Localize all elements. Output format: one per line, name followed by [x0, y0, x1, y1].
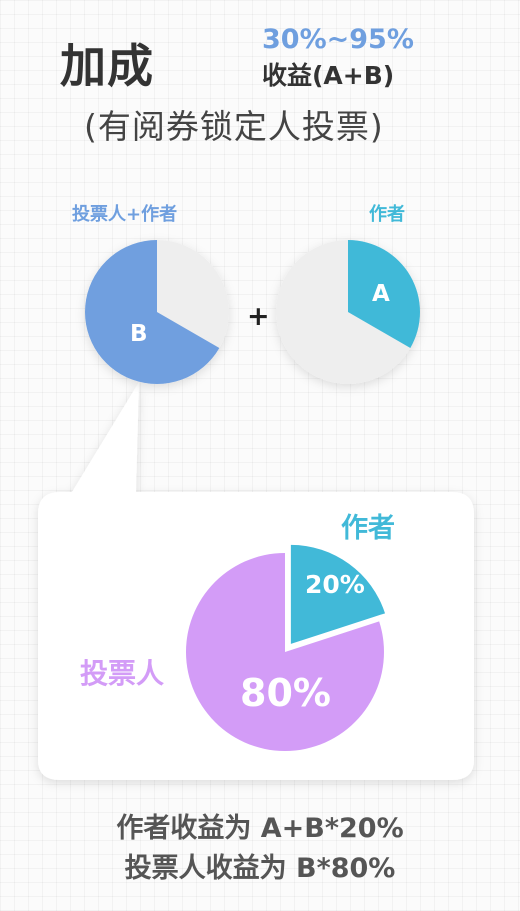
author-share-value: 20%	[305, 570, 365, 599]
author-share-label: 作者	[341, 513, 395, 544]
right-slice-letter: A	[372, 281, 390, 307]
right-pie-slice-a	[348, 240, 420, 348]
voter-income-formula: 投票人收益为 B*80%	[124, 853, 396, 884]
lock-note: (有阅券锁定人投票)	[84, 107, 384, 146]
bonus-formula: 收益(A+B)	[262, 61, 395, 90]
plus-sign: +	[247, 301, 270, 332]
left-slice-letter: B	[130, 321, 148, 347]
voter-share-slice	[185, 553, 384, 751]
left-pie	[84, 240, 229, 384]
voter-share-value: 80%	[240, 671, 331, 715]
bonus-range: 30%~95%	[262, 24, 414, 55]
page-title: 加成	[60, 39, 154, 93]
left-pie-slice-b	[84, 240, 220, 384]
voter-share-label: 投票人	[80, 657, 164, 690]
author-income-formula: 作者收益为 A+B*20%	[116, 813, 404, 844]
author-share-slice	[290, 544, 386, 644]
left-pie-label: 投票人+作者	[72, 204, 178, 225]
right-pie-label: 作者	[369, 204, 405, 225]
right-pie	[276, 240, 420, 384]
share-pie	[185, 544, 386, 751]
